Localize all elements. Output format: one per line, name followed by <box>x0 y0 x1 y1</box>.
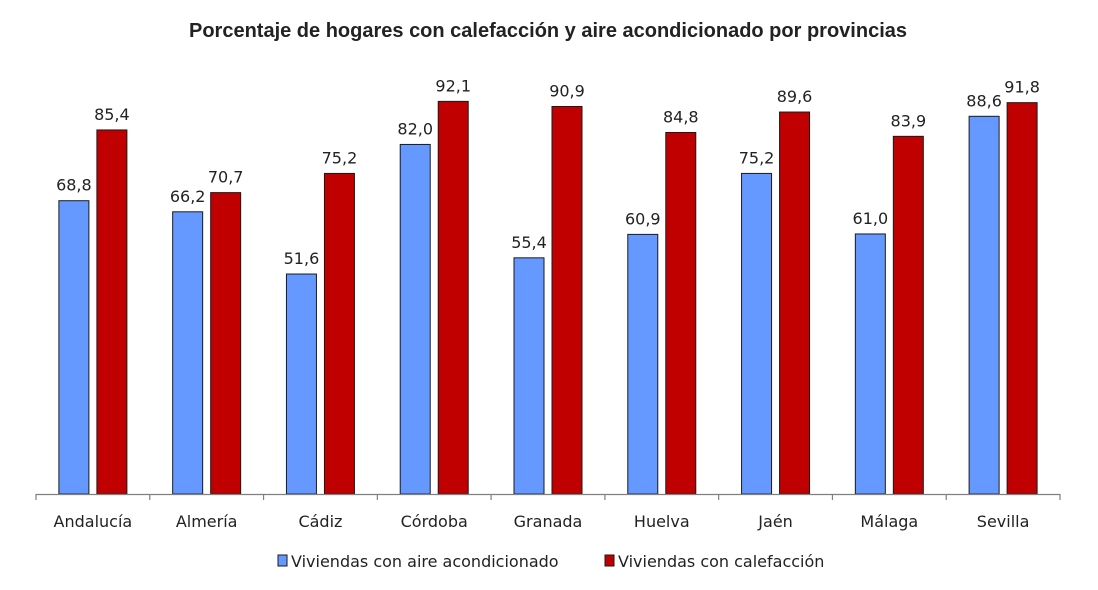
data-label-huelva-series-1: 60,9 <box>625 209 661 228</box>
x-tick-label-almeria: Almería <box>176 512 238 531</box>
x-tick-label-sevilla: Sevilla <box>977 512 1030 531</box>
bar-huelva-series-2 <box>665 131 697 495</box>
bar-almeria-series-2 <box>210 192 242 495</box>
bar-cordoba-series-1 <box>399 143 431 495</box>
legend-label-series-2: Viviendas con calefacción <box>618 552 824 571</box>
legend: Viviendas con aire acondicionado Vivienda… <box>277 552 824 571</box>
data-label-sevilla-series-2: 91,8 <box>1004 78 1040 97</box>
x-tick-label-huelva: Huelva <box>634 512 690 531</box>
bar-cadiz-series-1 <box>285 273 317 495</box>
bar-sevilla-series-1 <box>968 115 1000 495</box>
bar-andalucia-series-2 <box>96 129 128 495</box>
bar-granada-series-2 <box>551 105 583 495</box>
bar-andalucia-series-1 <box>58 200 90 495</box>
data-label-sevilla-series-1: 88,6 <box>966 91 1002 110</box>
data-label-jaen-series-1: 75,2 <box>739 148 775 167</box>
bar-sevilla-series-2 <box>1006 102 1038 495</box>
bar-almeria-series-1 <box>172 211 204 495</box>
x-tick-label-malaga: Málaga <box>860 512 918 531</box>
plot-area: 68,8 85,4 66,270,7 51,6 75,2 82,0 92,1 55,4 90,9… <box>56 76 1040 495</box>
x-tick-label-andalucia: Andalucía <box>54 512 133 531</box>
x-axis: Andalucía Almería Cádiz Córdoba Granada Huelv… <box>35 493 1061 531</box>
bar-jaen-series-2 <box>779 111 811 495</box>
bar-jaen-series-1 <box>741 172 773 495</box>
x-tick-label-granada: Granada <box>514 512 583 531</box>
legend-label-series-1: Viviendas con aire acondicionado <box>291 552 559 571</box>
data-label-granada-series-2: 90,9 <box>549 81 585 100</box>
bar-malaga-series-1 <box>854 233 886 495</box>
bar-cordoba-series-2 <box>437 100 469 495</box>
data-label-andalucia-series-2: 85,4 <box>94 105 130 124</box>
data-label-almeria-series-1: 66,2 <box>170 187 206 206</box>
data-label-huelva-series-2: 84,8 <box>663 107 699 126</box>
data-label-malaga-series-2: 83,9 <box>891 111 927 130</box>
data-label-almeria-series-2: 70,7 <box>208 168 244 187</box>
data-label-granada-series-1: 55,4 <box>511 233 547 252</box>
data-label-cordoba-series-2: 92,1 <box>435 76 471 95</box>
chart-title: Porcentaje de hogares con calefacción y … <box>189 20 907 42</box>
data-label-andalucia-series-1: 68,8 <box>56 176 92 195</box>
data-label-jaen-series-2: 89,6 <box>777 87 813 106</box>
bar-cadiz-series-2 <box>323 172 355 495</box>
data-label-cadiz-series-1: 51,6 <box>284 249 320 268</box>
data-label-malaga-series-1: 61,0 <box>853 209 889 228</box>
legend-swatch-series-2 <box>604 554 615 567</box>
x-tick-label-cadiz: Cádiz <box>298 512 342 531</box>
bar-huelva-series-1 <box>627 233 659 495</box>
legend-swatch-series-1 <box>277 554 288 567</box>
bar-malaga-series-2 <box>892 135 924 495</box>
bar-granada-series-1 <box>513 257 545 495</box>
x-tick-label-jaen: Jaén <box>757 512 793 531</box>
data-label-cordoba-series-1: 82,0 <box>397 119 433 138</box>
x-tick-label-cordoba: Córdoba <box>401 512 468 531</box>
data-label-cadiz-series-2: 75,2 <box>322 148 358 167</box>
